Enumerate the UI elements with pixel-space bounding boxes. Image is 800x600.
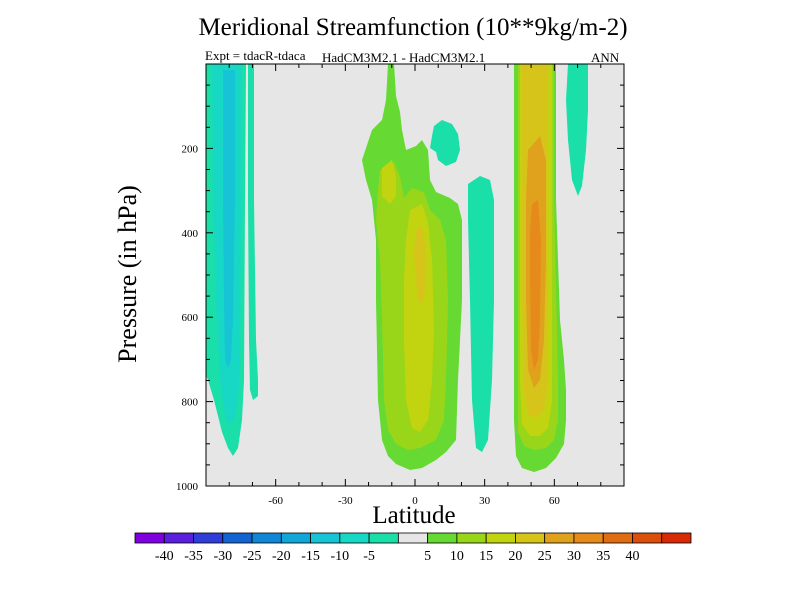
x-tick-label: 30 <box>479 495 491 507</box>
x-tick-label: -60 <box>268 495 283 507</box>
colorbar-swatch <box>222 532 253 544</box>
colorbar-swatch <box>661 532 692 544</box>
tropical-cell-core <box>414 226 426 302</box>
colorbar-label: 20 <box>508 549 522 564</box>
colorbar-label: -40 <box>155 549 174 564</box>
colorbar-label: -25 <box>243 549 262 564</box>
model-label: HadCM3M2.1 - HadCM3M2.1 <box>322 50 486 65</box>
colorbar-label: 40 <box>625 549 639 564</box>
southern-cell-core <box>223 70 235 368</box>
tropical-cell-inner <box>404 204 434 432</box>
y-tick-label: 400 <box>182 228 199 240</box>
colorbar-label: 10 <box>450 549 464 564</box>
y-tick-label: 800 <box>182 397 199 409</box>
colorbar-swatch <box>573 532 604 544</box>
y-tick-label: 200 <box>182 143 199 155</box>
colorbar-swatch <box>544 532 575 544</box>
colorbar: -40 -35 -30 -25 -20 -15 -10 -5 5 10 15 20 25 30 35 40 <box>134 532 692 564</box>
colorbar-swatch <box>339 532 370 544</box>
colorbar-swatch <box>632 532 663 544</box>
y-tick-label: 600 <box>182 312 199 324</box>
colorbar-swatch <box>515 532 546 544</box>
northern-cell-peak <box>530 200 541 370</box>
colorbar-label: -5 <box>363 549 375 564</box>
x-axis-ticks: -60 -30 0 30 60 <box>228 64 602 507</box>
colorbar-swatch <box>485 532 516 544</box>
colorbar-label: 30 <box>567 549 581 564</box>
colorbar-swatch <box>602 532 633 544</box>
colorbar-swatch <box>251 532 282 544</box>
colorbar-label: 15 <box>479 549 493 564</box>
colorbar-label: -20 <box>272 549 291 564</box>
subtropical-negative-band <box>468 176 494 452</box>
experiment-label: Expt = tdacR-tdaca <box>205 48 306 63</box>
colorbar-label: -15 <box>301 549 320 564</box>
tropical-upper-patch <box>382 160 396 204</box>
x-tick-label: 60 <box>549 495 561 507</box>
colorbar-label: -10 <box>331 549 350 564</box>
colorbar-swatch <box>134 532 165 544</box>
colorbar-swatch <box>368 532 399 544</box>
y-tick-label: 1000 <box>176 481 199 493</box>
colorbar-label: -35 <box>184 549 203 564</box>
x-tick-label: 0 <box>412 495 418 507</box>
colorbar-swatch <box>456 532 487 544</box>
colorbar-swatch <box>163 532 194 544</box>
colorbar-label: -30 <box>213 549 232 564</box>
x-axis-label: Latitude <box>372 502 456 529</box>
colorbar-swatch <box>193 532 224 544</box>
high-latitude-negative <box>566 64 588 196</box>
x-tick-label: -30 <box>338 495 353 507</box>
colorbar-label: 5 <box>424 549 431 564</box>
southern-thin-band <box>248 64 258 400</box>
colorbar-swatch <box>280 532 311 544</box>
equatorial-negative-patch <box>430 120 460 166</box>
colorbar-swatch <box>427 532 458 544</box>
colorbar-swatch <box>397 532 429 544</box>
colorbar-swatch <box>310 532 341 544</box>
chart-title: Meridional Streamfunction (10**9kg/m-2) <box>198 14 628 41</box>
colorbar-label: 35 <box>596 549 610 564</box>
y-axis-ticks: 200 400 600 800 1000 <box>176 84 624 493</box>
colorbar-label: 25 <box>538 549 552 564</box>
season-label: ANN <box>591 50 620 65</box>
